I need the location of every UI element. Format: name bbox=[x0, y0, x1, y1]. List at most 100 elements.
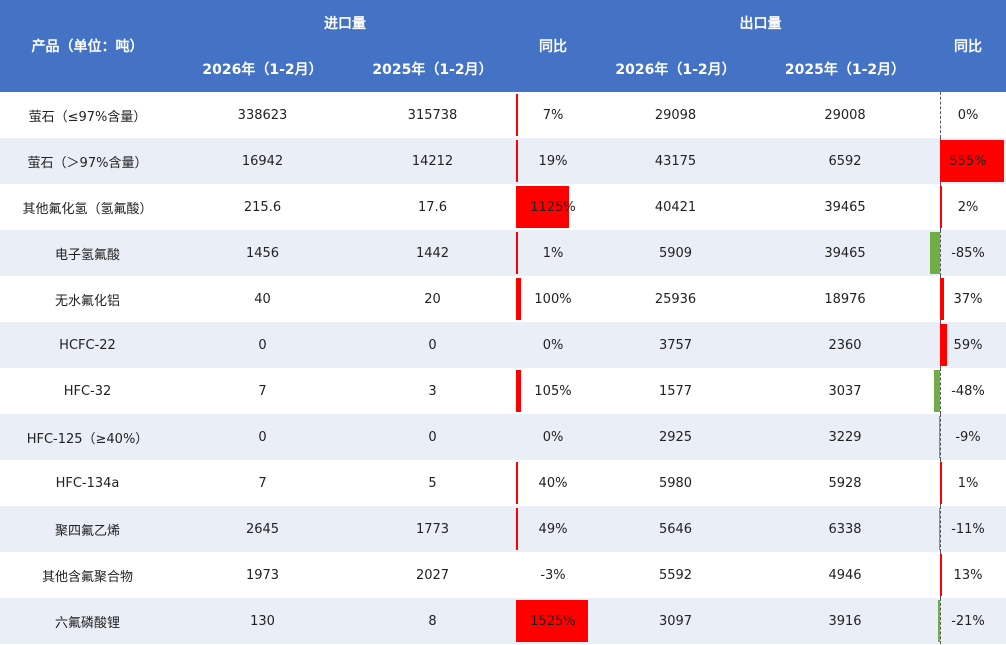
import-yoy-label: 40% bbox=[538, 475, 568, 491]
import-yoy-label: 100% bbox=[534, 291, 572, 307]
export-yoy-bar bbox=[940, 462, 942, 504]
export-yoy-label: 59% bbox=[953, 337, 983, 353]
export-2025-value: 3916 bbox=[760, 598, 930, 644]
export-yoy-cell: 555% bbox=[930, 138, 1006, 184]
export-yoy-label: -11% bbox=[951, 521, 985, 537]
import-2026-value: 7 bbox=[258, 383, 267, 399]
export-2025-value: 6338 bbox=[760, 506, 930, 552]
export-yoy-label: -9% bbox=[955, 429, 981, 445]
export-yoy-cell: 0% bbox=[930, 92, 1006, 138]
table-row: HFC-125（≥40%） 0 0 0% 2925 3229 -9% bbox=[0, 414, 1006, 460]
export-yoy-cell: -85% bbox=[930, 230, 1006, 276]
export-yoy-bar bbox=[938, 416, 940, 458]
import-group-header: 进口量 bbox=[175, 0, 515, 46]
table-row: 电子氢氟酸 1456 1442 1% 5909 39465 -85% bbox=[0, 230, 1006, 276]
export-2026-value: 43175 bbox=[591, 138, 760, 184]
export-group-header: 出口量 bbox=[591, 0, 930, 46]
export-yoy-cell: 2% bbox=[930, 184, 1006, 230]
import-yoy-label: 7% bbox=[542, 107, 564, 123]
export-2025-value: 3229 bbox=[760, 414, 930, 460]
import-yoy-label: 105% bbox=[534, 383, 572, 399]
product-name: 萤石（＞97%含量） bbox=[0, 138, 175, 184]
export-yoy-cell: 1% bbox=[930, 460, 1006, 506]
import-2025-value: 8 bbox=[350, 598, 515, 644]
export-yoy-axis bbox=[940, 368, 941, 414]
import-yoy-bar bbox=[516, 600, 588, 642]
import-2026-value: 40 bbox=[254, 291, 271, 307]
product-name: 无水氟化铝 bbox=[54, 293, 120, 309]
export-yoy-label: -21% bbox=[951, 613, 985, 629]
import-yoy-bar bbox=[516, 278, 521, 320]
export-yoy-bar bbox=[940, 324, 947, 366]
import-yoy-cell: 7% bbox=[515, 92, 591, 138]
export-2026-value: 1577 bbox=[658, 383, 693, 399]
export-yoy-label: -48% bbox=[951, 383, 985, 399]
import-yoy-label: 1525% bbox=[530, 613, 576, 629]
export-2026-value: 25936 bbox=[654, 291, 697, 307]
import-2026-value: 7 bbox=[258, 475, 267, 491]
import-2026-header: 2026年（1-2月） bbox=[175, 46, 350, 92]
export-2025-header: 2025年（1-2月） bbox=[760, 46, 930, 92]
export-2025-value: 39465 bbox=[760, 230, 930, 276]
table-row: HFC-32 7 3 105% 1577 3037 -48% bbox=[0, 368, 1006, 414]
export-yoy-label: 555% bbox=[949, 153, 987, 169]
import-yoy-bar bbox=[516, 186, 570, 228]
import-yoy-cell: 105% bbox=[515, 368, 591, 414]
import-2025-value: 3 bbox=[428, 383, 437, 399]
export-yoy-label: 13% bbox=[953, 567, 983, 583]
import-yoy-label: 1% bbox=[542, 245, 564, 261]
import-yoy-bar bbox=[516, 508, 519, 550]
export-yoy-bar bbox=[934, 370, 940, 412]
import-yoy-bar bbox=[516, 94, 518, 136]
import-2025-header: 2025年（1-2月） bbox=[350, 46, 515, 92]
import-2025-value: 1773 bbox=[350, 506, 515, 552]
product-name: 其他含氟聚合物 bbox=[41, 569, 133, 585]
import-2025-value: 20 bbox=[424, 291, 441, 307]
export-yoy-axis bbox=[940, 92, 941, 138]
product-name: HFC-134a bbox=[55, 475, 120, 491]
import-2025-value: 5 bbox=[428, 475, 437, 491]
import-yoy-label: 49% bbox=[538, 521, 568, 537]
import-2026-value: 0 bbox=[175, 322, 350, 368]
import-yoy-cell: 0% bbox=[515, 414, 591, 460]
export-yoy-label: 0% bbox=[957, 107, 979, 123]
export-2025-value: 39465 bbox=[824, 199, 866, 215]
table-row: 无水氟化铝 40 20 100% 25936 18976 37% bbox=[0, 276, 1006, 322]
table-row: 萤石（≤97%含量） 338623 315738 7% 29098 29008 0% bbox=[0, 92, 1006, 138]
export-2025-value: 3037 bbox=[828, 383, 862, 399]
export-2026-value: 29098 bbox=[654, 107, 697, 123]
table-row: HFC-134a 7 5 40% 5980 5928 1% bbox=[0, 460, 1006, 506]
table-row: HCFC-22 0 0 0% 3757 2360 59% bbox=[0, 322, 1006, 368]
export-2025-value: 29008 bbox=[824, 107, 866, 123]
import-yoy-bar bbox=[516, 140, 518, 182]
export-yoy-cell: -9% bbox=[930, 414, 1006, 460]
export-yoy-cell: -21% bbox=[930, 598, 1006, 644]
product-header: 产品（单位：吨） bbox=[0, 0, 175, 92]
export-yoy-bar bbox=[938, 508, 940, 550]
header-row-1: 产品（单位：吨） 进口量 同比 出口量 同比 bbox=[0, 0, 1006, 92]
import-yoy-cell: -3% bbox=[515, 552, 591, 598]
table-row: 聚四氟乙烯 2645 1773 49% 5646 6338 -11% bbox=[0, 506, 1006, 552]
import-2025-value: 2027 bbox=[415, 567, 450, 583]
import-yoy-cell: 19% bbox=[515, 138, 591, 184]
import-2025-value: 14212 bbox=[350, 138, 515, 184]
export-yoy-label: 37% bbox=[953, 291, 983, 307]
import-yoy-label: 0% bbox=[542, 337, 564, 353]
export-2026-value: 3757 bbox=[591, 322, 760, 368]
export-yoy-bar bbox=[937, 600, 940, 642]
export-yoy-axis bbox=[940, 598, 941, 644]
export-yoy-axis bbox=[940, 414, 941, 460]
export-yoy-axis bbox=[940, 506, 941, 552]
import-yoy-label: 19% bbox=[538, 153, 568, 169]
import-2026-value: 0 bbox=[175, 414, 350, 460]
export-2026-value: 5909 bbox=[591, 230, 760, 276]
import-2025-value: 1442 bbox=[350, 230, 515, 276]
import-2026-value: 2645 bbox=[175, 506, 350, 552]
export-yoy-cell: -48% bbox=[930, 368, 1006, 414]
import-yoy-bar bbox=[516, 462, 518, 504]
import-2026-value: 215.6 bbox=[243, 199, 282, 215]
export-yoy-bar bbox=[940, 186, 942, 228]
import-2025-value: 0 bbox=[350, 414, 515, 460]
export-yoy-cell: 37% bbox=[930, 276, 1006, 322]
